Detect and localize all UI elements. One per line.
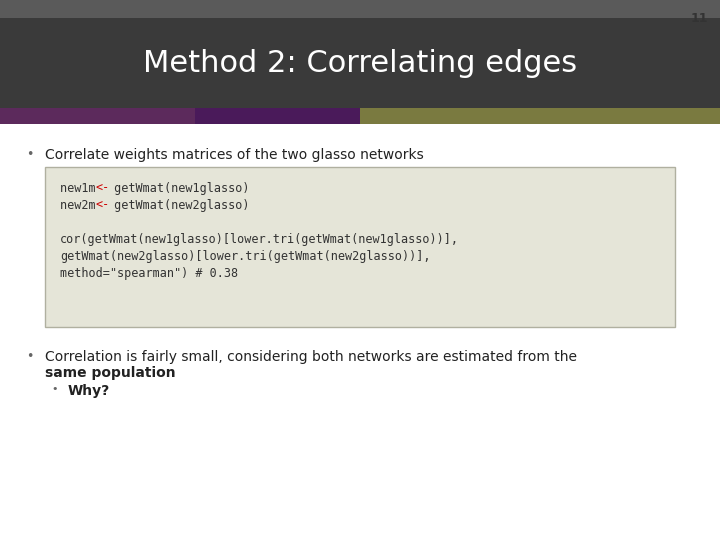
Text: Why?: Why?	[68, 384, 110, 398]
Bar	[360, 108, 720, 124]
Bar	[45, 167, 675, 327]
Text: •: •	[27, 350, 34, 363]
Bar	[0, 108, 195, 124]
Bar	[0, 18, 720, 108]
Text: Correlate weights matrices of the two glasso networks: Correlate weights matrices of the two gl…	[45, 148, 424, 162]
Text: Correlation is fairly small, considering both networks are estimated from the: Correlation is fairly small, considering…	[45, 350, 577, 364]
Text: •: •	[52, 384, 58, 394]
Text: same population: same population	[45, 366, 176, 380]
Text: new1m: new1m	[60, 182, 103, 195]
Text: cor(getWmat(new1glasso)[lower.tri(getWmat(new1glasso))],: cor(getWmat(new1glasso)[lower.tri(getWma…	[60, 233, 459, 246]
Text: getWmat(new2glasso): getWmat(new2glasso)	[107, 199, 249, 212]
Text: •: •	[27, 148, 34, 161]
Text: <-: <-	[95, 199, 109, 212]
Bar	[195, 108, 360, 124]
Text: method="spearman") # 0.38: method="spearman") # 0.38	[60, 267, 238, 280]
Text: getWmat(new2glasso)[lower.tri(getWmat(new2glasso))],: getWmat(new2glasso)[lower.tri(getWmat(ne…	[60, 250, 431, 263]
Bar	[0, 0, 720, 18]
Text: getWmat(new1glasso): getWmat(new1glasso)	[107, 182, 249, 195]
Text: new2m: new2m	[60, 199, 103, 212]
Text: <-: <-	[95, 182, 109, 195]
Text: 11: 11	[690, 12, 708, 25]
Text: Method 2: Correlating edges: Method 2: Correlating edges	[143, 50, 577, 78]
